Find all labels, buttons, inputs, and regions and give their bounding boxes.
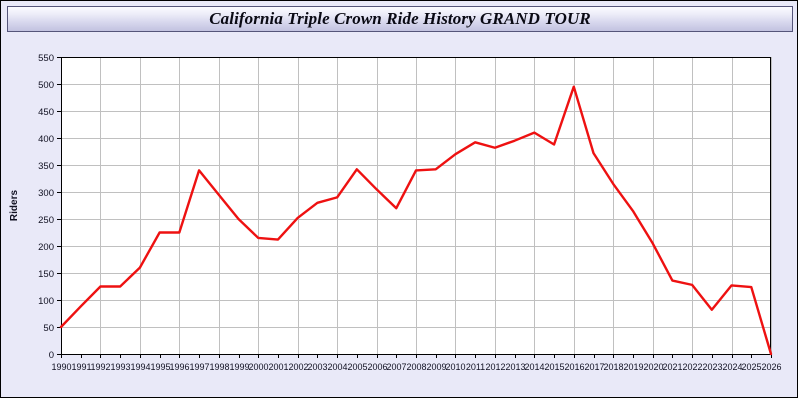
x-tick-label: 2011 [466,362,485,372]
x-tick-label: 2000 [248,362,268,372]
x-tick-label: 1996 [169,362,189,372]
x-tick-label: 2007 [386,362,406,372]
y-tick-label: 450 [38,107,54,118]
x-tick-label: 2014 [524,362,544,372]
y-tick-label: 200 [38,242,54,253]
y-axis-ticks [57,57,61,355]
data-series-riders [59,85,773,356]
x-tick-label: 1995 [150,362,170,372]
x-tick-label: 2023 [702,362,722,372]
plot-area: 0 50 100 150 200 250 300 350 400 450 500 550 1990 19… [1,37,799,397]
x-tick-label: 2018 [603,362,623,372]
gridlines [61,57,772,354]
x-tick-label: 2021 [662,362,682,372]
y-tick-label: 350 [38,161,54,172]
x-tick-label: 2020 [643,362,663,372]
x-tick-label: 2003 [307,362,327,372]
x-tick-label: 2024 [722,362,742,372]
y-tick-label: 300 [38,188,54,199]
x-tick-label: 1993 [110,362,130,372]
x-tick-label: 2022 [682,362,702,372]
chart-title-bar: California Triple Crown Ride History GRA… [7,6,793,32]
y-tick-label: 100 [38,296,54,307]
y-axis-tick-labels: 0 50 100 150 200 250 300 350 400 450 500 550 [38,53,54,361]
y-tick-label: 500 [38,80,54,91]
y-tick-label: 550 [38,53,54,64]
x-tick-label: 2016 [564,362,584,372]
x-tick-label: 2017 [584,362,604,372]
x-tick-label: 2006 [367,362,387,372]
x-tick-label: 1999 [229,362,249,372]
x-tick-label: 2008 [406,362,426,372]
x-tick-label: 2002 [288,362,308,372]
page-title: California Triple Crown Ride History GRA… [209,9,591,28]
series-line-riders [59,85,773,356]
x-tick-label: 1990 [51,362,71,372]
y-tick-label: 150 [38,269,54,280]
x-tick-label: 2026 [761,362,781,372]
x-tick-label: 2015 [544,362,564,372]
x-tick-label: 1998 [209,362,229,372]
x-tick-label: 1992 [90,362,110,372]
x-tick-label: 2004 [327,362,347,372]
x-tick-label: 2013 [505,362,525,372]
x-tick-label: 1997 [189,362,209,372]
x-tick-label: 2025 [741,362,761,372]
x-tick-label: 1991 [71,362,91,372]
x-tick-label: 1994 [130,362,150,372]
y-tick-label: 400 [38,134,54,145]
y-tick-label: 250 [38,215,54,226]
y-tick-label: 0 [49,350,54,361]
x-tick-label: 2012 [485,362,505,372]
x-tick-label: 2001 [268,362,288,372]
x-tick-label: 2019 [623,362,643,372]
x-tick-label: 2005 [347,362,367,372]
y-tick-label: 50 [43,323,54,334]
x-tick-label: 2009 [426,362,446,372]
y-axis-title: Riders [9,190,20,222]
x-tick-label: 2010 [445,362,465,372]
